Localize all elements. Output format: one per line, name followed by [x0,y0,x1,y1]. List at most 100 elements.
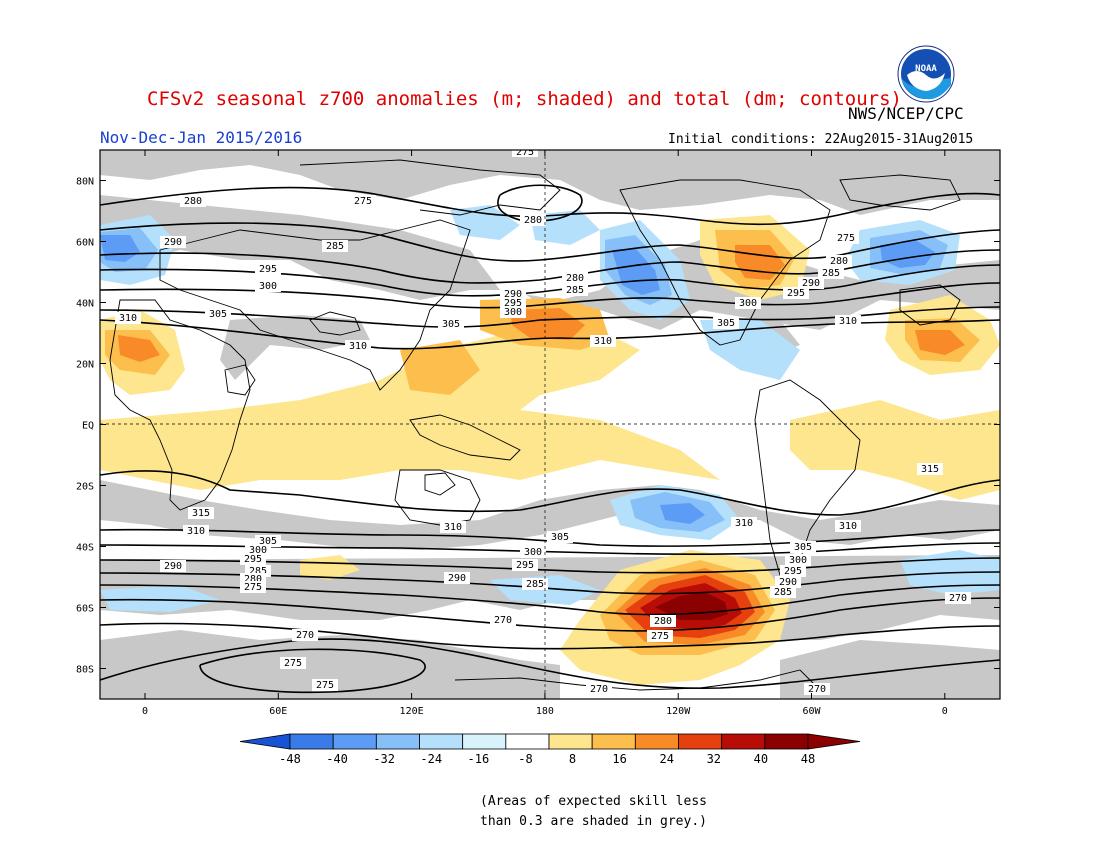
contour-280-south [100,597,1000,632]
lon-label: 0 [942,706,948,717]
contour-label: 280 [184,196,202,207]
colorbar-swatch [462,733,507,750]
colorbar-swatch [375,733,420,750]
contour-275-south [100,622,1000,650]
contour-label: 275 [284,658,302,669]
lat-label: 60S [76,604,94,615]
contour-label: 310 [839,521,857,532]
colorbar-label: 24 [660,752,674,766]
contour-label: 315 [921,464,939,475]
lat-label: 80N [76,177,94,188]
contour-label: 275 [651,631,669,642]
east-asia-positive [400,340,480,395]
contour-305-south [100,528,1000,547]
lon-label: 180 [536,706,554,717]
contour-label: 305 [209,309,227,320]
caspian-contour [309,311,361,336]
colorbar-swatch [419,733,464,750]
contour-label: 280 [830,256,848,267]
contour-label: 285 [566,285,584,296]
eurasia-coast [159,219,471,391]
colorbar: -48 -40 -32 -24 -16 -8 8 16 24 32 40 48 [239,733,861,766]
contour-label: 275 [316,680,334,691]
contour-285-south [100,584,1000,616]
lat-label: 80S [76,665,94,676]
contour-305-north [100,306,1000,328]
colorbar-label: 32 [707,752,721,766]
colorbar-label: -48 [279,752,301,766]
contour-label: 310 [735,518,753,529]
contour-275-north-closed [497,184,583,222]
contour-label: 300 [739,298,757,309]
contour-270-south [100,638,1000,690]
negative-anomalies [100,205,1000,612]
contour-label: 280 [524,215,542,226]
skill-note-line1: (Areas of expected skill less [480,794,707,809]
logo-text: NOAA [915,64,937,74]
contour-label: 310 [187,526,205,537]
contour-label: 290 [164,561,182,572]
colorbar-swatch [764,733,809,750]
colorbar-label: -32 [373,752,395,766]
west-pacific-core [510,308,585,340]
colorbar-swatch [548,733,593,750]
contour-275-antarctic-closed [199,648,426,694]
australia-contour [424,472,456,496]
contour-label: 300 [524,547,542,558]
contour-label: 295 [244,554,262,565]
contour-290-north [100,249,1000,284]
contour-label: 310 [119,313,137,324]
indian-ocean-positive [300,555,360,580]
colorbar-swatch [634,733,679,750]
contour-label: 280 [654,616,672,627]
positive-anomalies [100,215,1000,685]
contour-label: 305 [259,536,277,547]
gulf-mexico-negative [700,320,800,380]
contour-labels: 280 275 290 285 295 300 310 305 310 305 … [115,150,971,695]
contour-label: 290 [802,278,820,289]
colorbar-swatch [721,733,766,750]
contour-label: 300 [789,555,807,566]
lat-label: 40N [76,299,94,310]
contour-label: 270 [590,684,608,695]
contour-290-south [100,571,1000,595]
contour-label: 290 [779,577,797,588]
west-africa-core [915,330,965,355]
contour-label: 285 [774,587,792,598]
period-label: Nov-Dec-Jan 2015/2016 [100,128,303,147]
colorbar-label: 48 [801,752,815,766]
lat-label: 60N [76,238,94,249]
graticule [100,150,1000,699]
contour-label: 285 [326,241,344,252]
grey-southern-ocean-north [100,480,1000,550]
contour-label: 285 [249,566,267,577]
contour-label: 295 [259,264,277,275]
contour-label: 290 [448,573,466,584]
contour-label: 290 [164,237,182,248]
lat-label: 20N [76,360,94,371]
contour-label: 295 [504,298,522,309]
siberia-negative [450,205,520,240]
north-pacific-core [612,248,660,295]
contour-285-north [100,222,1000,262]
map-field: 280 275 290 285 295 300 310 305 310 305 … [100,150,1000,699]
maritime-continent-coast [409,414,521,461]
south-atlantic-positive [790,400,1000,500]
contour-295-north [100,264,1000,297]
south-pacific-subtropic-core [660,503,705,524]
contour-label: 310 [594,336,612,347]
contour-label: 295 [784,566,802,577]
contour-label: 305 [717,318,735,329]
lon-label: 60E [269,706,287,717]
initial-conditions-label: Initial conditions: 22Aug2015-31Aug2015 [668,132,974,147]
contour-label: 300 [259,281,277,292]
colorbar-label: -8 [518,752,532,766]
colorbar-label: 40 [754,752,768,766]
bering-negative [530,210,600,245]
grey-antarctic-west [100,630,560,699]
contour-280-north [100,186,1000,226]
map-title: CFSv2 seasonal z700 anomalies (m; shaded… [147,88,902,110]
contour-label: 285 [526,579,544,590]
grey-antarctic-east [780,640,1000,699]
africa-coast [109,299,251,511]
